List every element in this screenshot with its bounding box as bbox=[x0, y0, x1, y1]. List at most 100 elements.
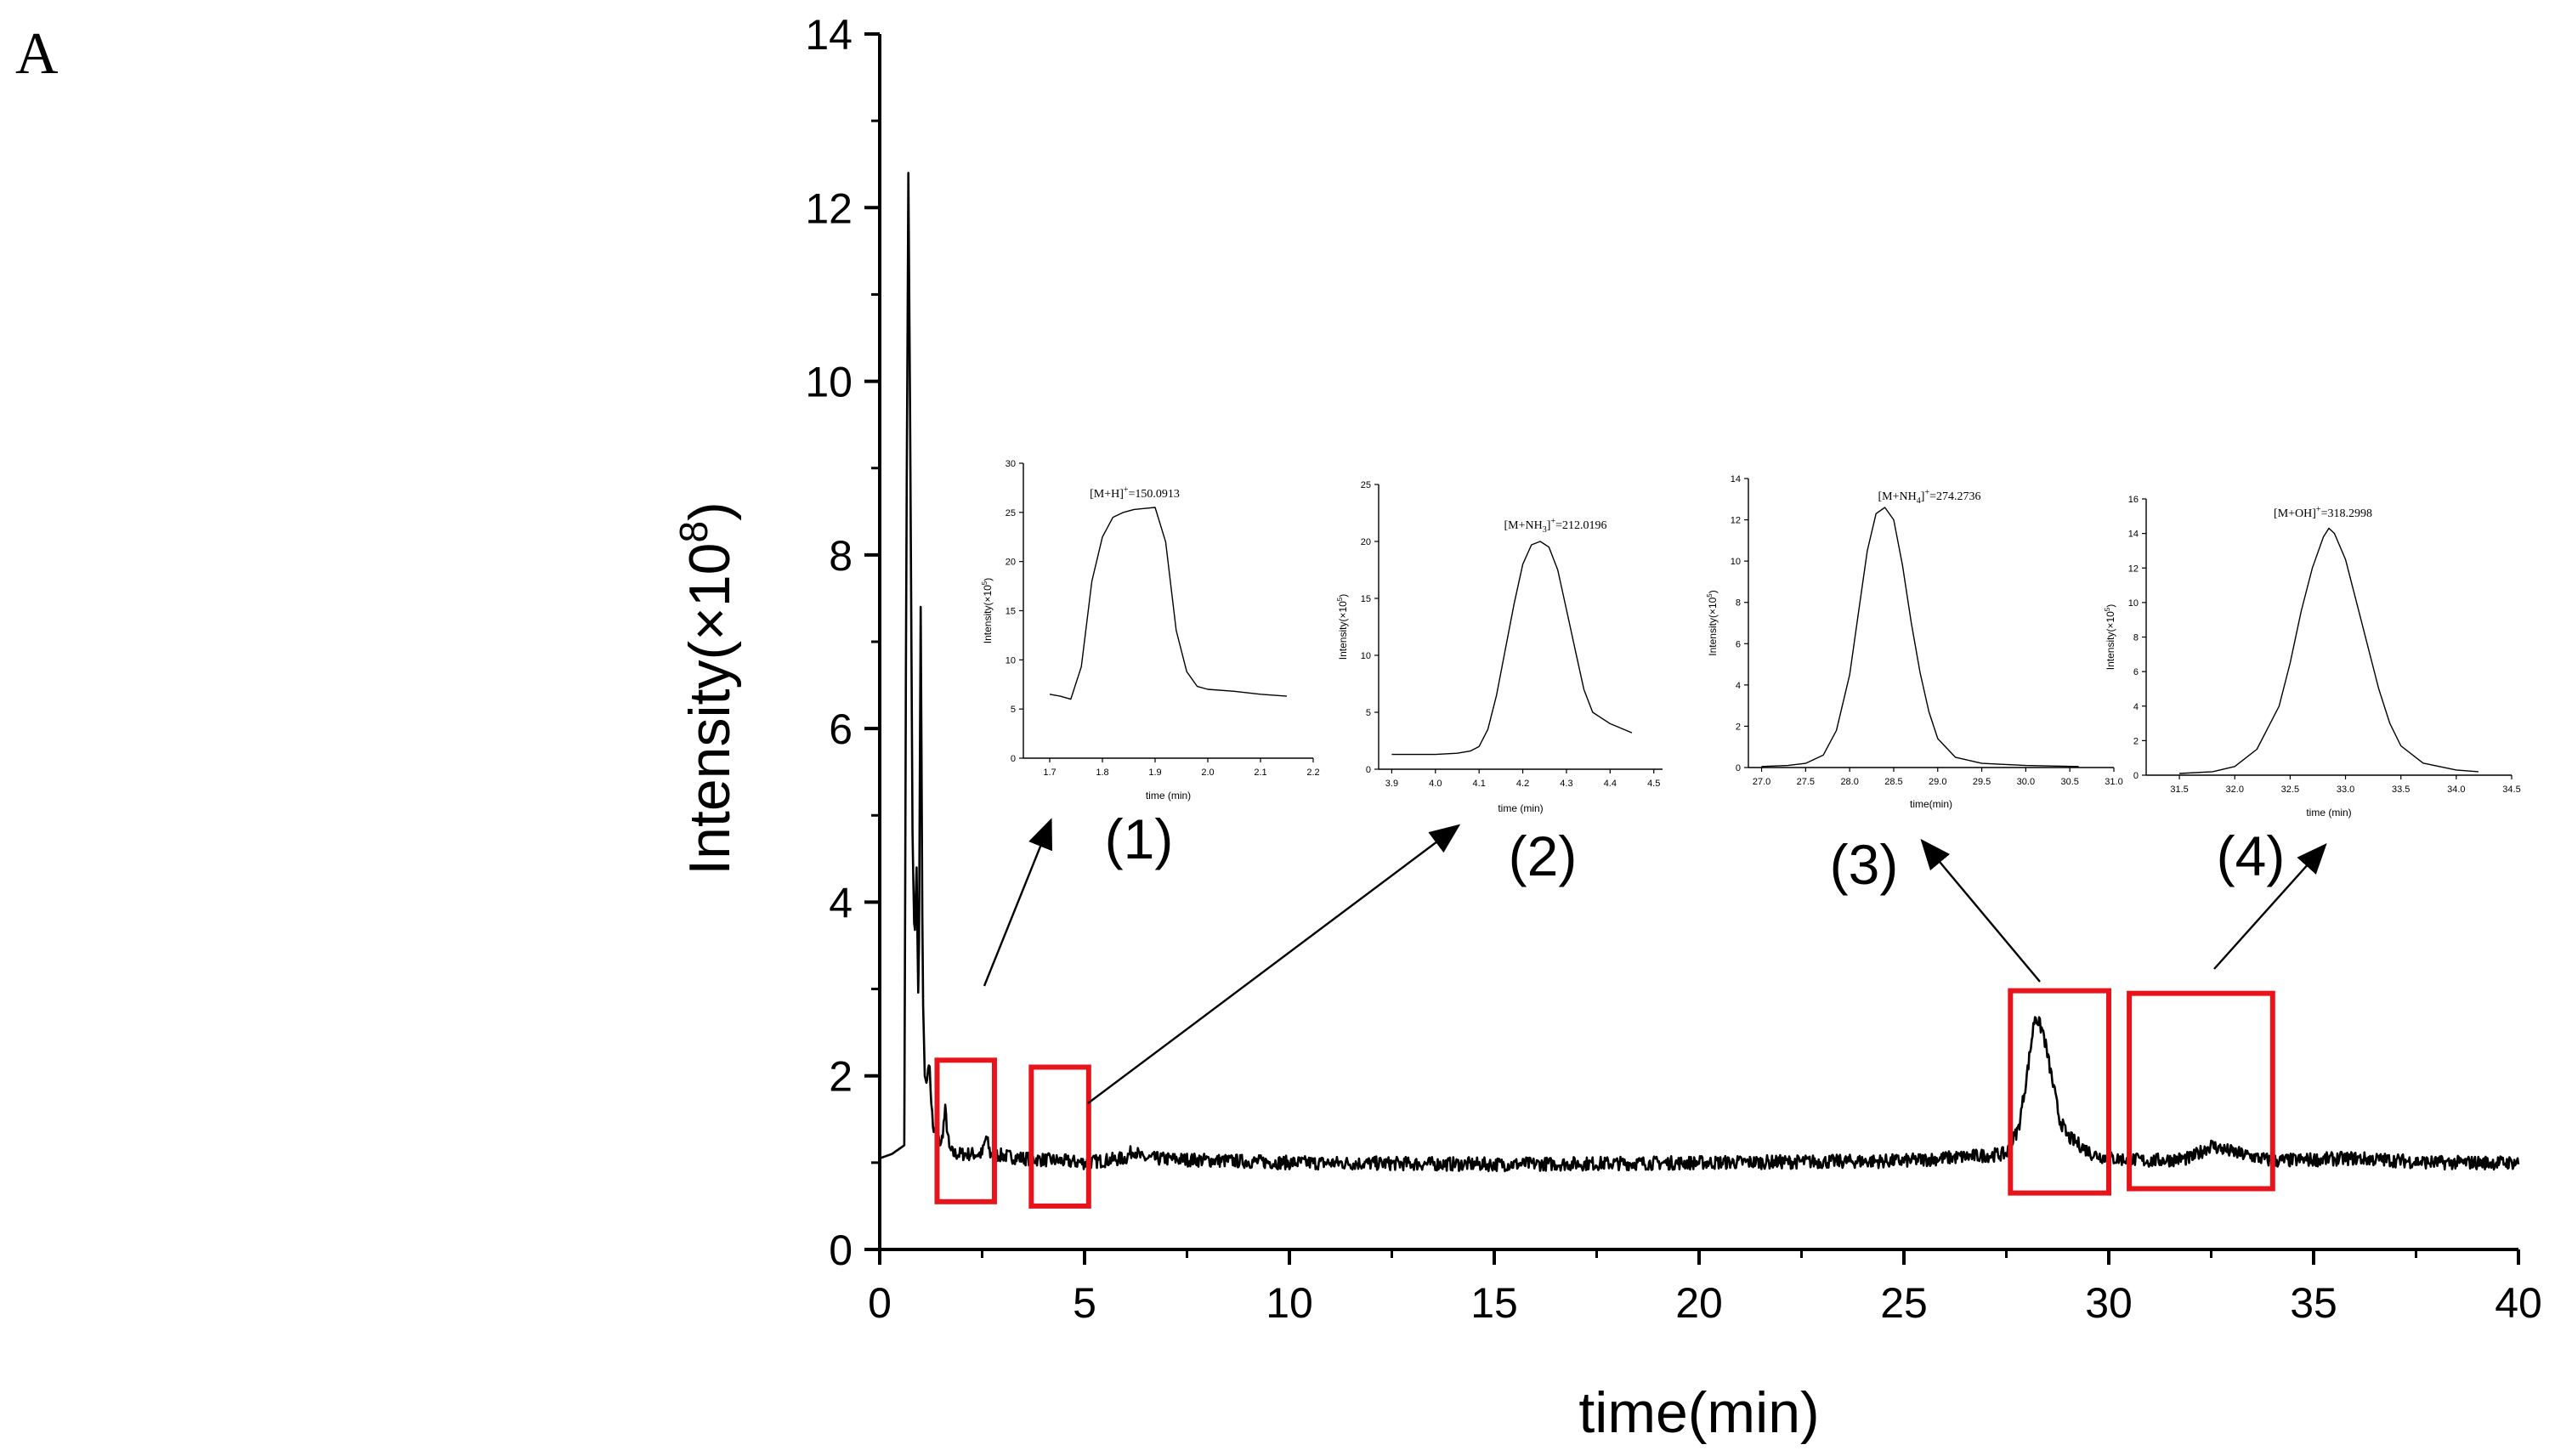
inset4-x-tick-label: 33.5 bbox=[2392, 785, 2410, 795]
main-y-tick-label: 4 bbox=[829, 879, 853, 926]
inset3-y-axis-label: Intensity(×105) bbox=[1706, 590, 1719, 656]
inset2-y-tick-label: 0 bbox=[1366, 765, 1371, 775]
main-series-line bbox=[879, 172, 2520, 1173]
inset2-x-tick-label: 4.1 bbox=[1473, 779, 1486, 789]
main-x-tick-label: 15 bbox=[1470, 1279, 1518, 1327]
inset2-x-tick-label: 4.5 bbox=[1647, 779, 1660, 789]
main-y-axis-label: Intensity(×108) bbox=[671, 501, 742, 875]
panel-label: A bbox=[15, 21, 59, 87]
inset2-x-tick-label: 4.0 bbox=[1429, 779, 1442, 789]
inset1-x-axis-label: time (min) bbox=[1146, 790, 1191, 802]
main-x-tick-label: 40 bbox=[2495, 1279, 2542, 1327]
inset3-x-tick-label: 29.5 bbox=[1973, 777, 1991, 787]
inset1-y-tick-label: 0 bbox=[1011, 754, 1016, 764]
callout-arrow-2 bbox=[1087, 824, 1461, 1104]
main-y-tick-label: 8 bbox=[829, 532, 853, 580]
callout-arrow-3 bbox=[1920, 838, 2041, 983]
inset-tag-2: (2) bbox=[1509, 824, 1578, 887]
inset4-y-tick-label: 14 bbox=[2128, 530, 2139, 540]
main-y-tick-label: 6 bbox=[829, 705, 853, 753]
inset2-y-axis-label: Intensity(×105) bbox=[1336, 594, 1349, 660]
inset-tag-3: (3) bbox=[1830, 833, 1899, 896]
main-y-tick-label: 2 bbox=[829, 1053, 853, 1101]
inset2-y-tick-label: 10 bbox=[1361, 651, 1371, 661]
inset4-x-axis-label: time (min) bbox=[2306, 807, 2351, 819]
inset4-y-tick-label: 16 bbox=[2128, 495, 2139, 505]
inset2-x-tick-label: 4.3 bbox=[1560, 779, 1572, 789]
inset1-y-tick-label: 30 bbox=[1006, 459, 1016, 469]
inset1-x-tick-label: 2.2 bbox=[1306, 768, 1319, 778]
inset3-x-tick-label: 31.0 bbox=[2105, 777, 2122, 787]
inset3-x-axis-label: time(min) bbox=[1910, 798, 1952, 810]
inset-tag-4: (4) bbox=[2217, 824, 2286, 887]
inset-tag-1: (1) bbox=[1105, 807, 1174, 870]
inset3-y-tick-label: 14 bbox=[1731, 474, 1741, 484]
inset4-x-tick-label: 34.5 bbox=[2502, 785, 2520, 795]
inset4-x-tick-label: 32.0 bbox=[2226, 785, 2244, 795]
inset1-series-line bbox=[1049, 507, 1288, 700]
inset3-y-tick-label: 6 bbox=[1736, 639, 1741, 649]
inset4-annotation: [M+OH]+=318.2998 bbox=[2274, 505, 2372, 520]
inset1-x-tick-label: 1.9 bbox=[1148, 768, 1161, 778]
main-x-tick-label: 30 bbox=[2085, 1279, 2133, 1327]
main-y-tick-label: 12 bbox=[805, 184, 853, 232]
main-x-tick-label: 35 bbox=[2290, 1279, 2337, 1327]
inset-chart-1: 1.7 1.8 1.9 2.0 2.1 2.2 0 5 10 15 20 25 30 time (min)… bbox=[981, 459, 1320, 802]
inset1-x-tick-label: 1.7 bbox=[1043, 768, 1056, 778]
inset4-series-line bbox=[2179, 527, 2479, 774]
inset2-series-line bbox=[1391, 541, 1633, 756]
main-y-tick-label: 0 bbox=[829, 1227, 853, 1274]
inset1-x-tick-label: 2.1 bbox=[1254, 768, 1266, 778]
inset3-annotation: [M+NH4]+=274.2736 bbox=[1878, 488, 1981, 506]
main-x-axis-label: time(min) bbox=[1578, 1380, 1819, 1445]
inset4-y-tick-label: 2 bbox=[2133, 736, 2139, 746]
inset1-y-tick-label: 20 bbox=[1006, 558, 1016, 568]
inset4-x-tick-label: 32.5 bbox=[2281, 785, 2299, 795]
inset3-y-tick-label: 2 bbox=[1736, 722, 1741, 732]
inset2-x-axis-label: time (min) bbox=[1498, 802, 1543, 814]
inset-tags: (1) (2) (3) (4) bbox=[1105, 807, 2286, 896]
inset-chart-2: 3.9 4.0 4.1 4.2 4.3 4.4 4.5 0 5 10 15 20 25 time (min… bbox=[1336, 480, 1663, 814]
inset3-x-tick-label: 30.0 bbox=[2017, 777, 2035, 787]
inset3-x-tick-label: 29.0 bbox=[1929, 777, 1946, 787]
inset4-y-axis-label: Intensity(×105) bbox=[2104, 604, 2116, 671]
inset-chart-3: 27.0 27.5 28.0 28.5 29.0 29.5 30.0 30.5 31.0 0 2 4 6… bbox=[1706, 474, 2123, 810]
inset1-y-tick-label: 10 bbox=[1006, 655, 1016, 666]
main-x-tick-label: 0 bbox=[868, 1279, 892, 1327]
inset3-y-tick-label: 12 bbox=[1731, 516, 1741, 526]
highlight-box-1 bbox=[934, 1057, 997, 1204]
inset2-y-tick-label: 25 bbox=[1361, 480, 1371, 490]
inset2-y-tick-label: 15 bbox=[1361, 594, 1371, 604]
inset2-y-tick-label: 5 bbox=[1366, 708, 1371, 718]
callout-arrow-4 bbox=[2213, 843, 2327, 970]
main-x-tick-label: 10 bbox=[1266, 1279, 1313, 1327]
inset4-y-tick-label: 10 bbox=[2128, 598, 2139, 609]
inset1-y-tick-label: 15 bbox=[1006, 607, 1016, 617]
inset3-y-tick-label: 8 bbox=[1736, 598, 1741, 609]
inset2-x-tick-label: 4.2 bbox=[1516, 779, 1529, 789]
inset3-x-tick-label: 28.5 bbox=[1884, 777, 1902, 787]
inset-chart-4: 31.5 32.0 32.5 33.0 33.5 34.0 34.5 0 2 4 6 8 10 12 14 1… bbox=[2104, 495, 2521, 819]
inset4-y-tick-label: 12 bbox=[2128, 564, 2139, 574]
inset3-x-tick-label: 27.0 bbox=[1753, 777, 1770, 787]
inset4-y-tick-label: 6 bbox=[2133, 667, 2139, 677]
highlight-box-2 bbox=[1028, 1064, 1091, 1209]
main-x-tick-label: 20 bbox=[1675, 1279, 1723, 1327]
inset4-x-tick-label: 33.0 bbox=[2337, 785, 2354, 795]
highlight-box-4 bbox=[2127, 990, 2275, 1192]
inset3-x-tick-label: 30.5 bbox=[2060, 777, 2078, 787]
inset3-series-line bbox=[1761, 507, 2079, 768]
inset2-x-tick-label: 4.4 bbox=[1604, 779, 1617, 789]
inset1-y-tick-label: 5 bbox=[1011, 705, 1016, 715]
inset1-y-tick-label: 25 bbox=[1006, 508, 1016, 518]
callout-arrows bbox=[983, 818, 2327, 1104]
main-chart: 0 5 10 15 20 25 30 35 4002468101214time(min)Inte… bbox=[671, 11, 2542, 1445]
callout-arrow-1 bbox=[983, 818, 1052, 987]
inset2-y-tick-label: 20 bbox=[1361, 537, 1371, 547]
inset4-x-tick-label: 31.5 bbox=[2170, 785, 2188, 795]
inset4-y-tick-label: 4 bbox=[2133, 702, 2139, 712]
inset2-annotation: [M+NH3]+=212.0196 bbox=[1504, 517, 1607, 535]
inset3-y-tick-label: 10 bbox=[1731, 557, 1741, 567]
inset4-x-tick-label: 34.0 bbox=[2447, 785, 2465, 795]
